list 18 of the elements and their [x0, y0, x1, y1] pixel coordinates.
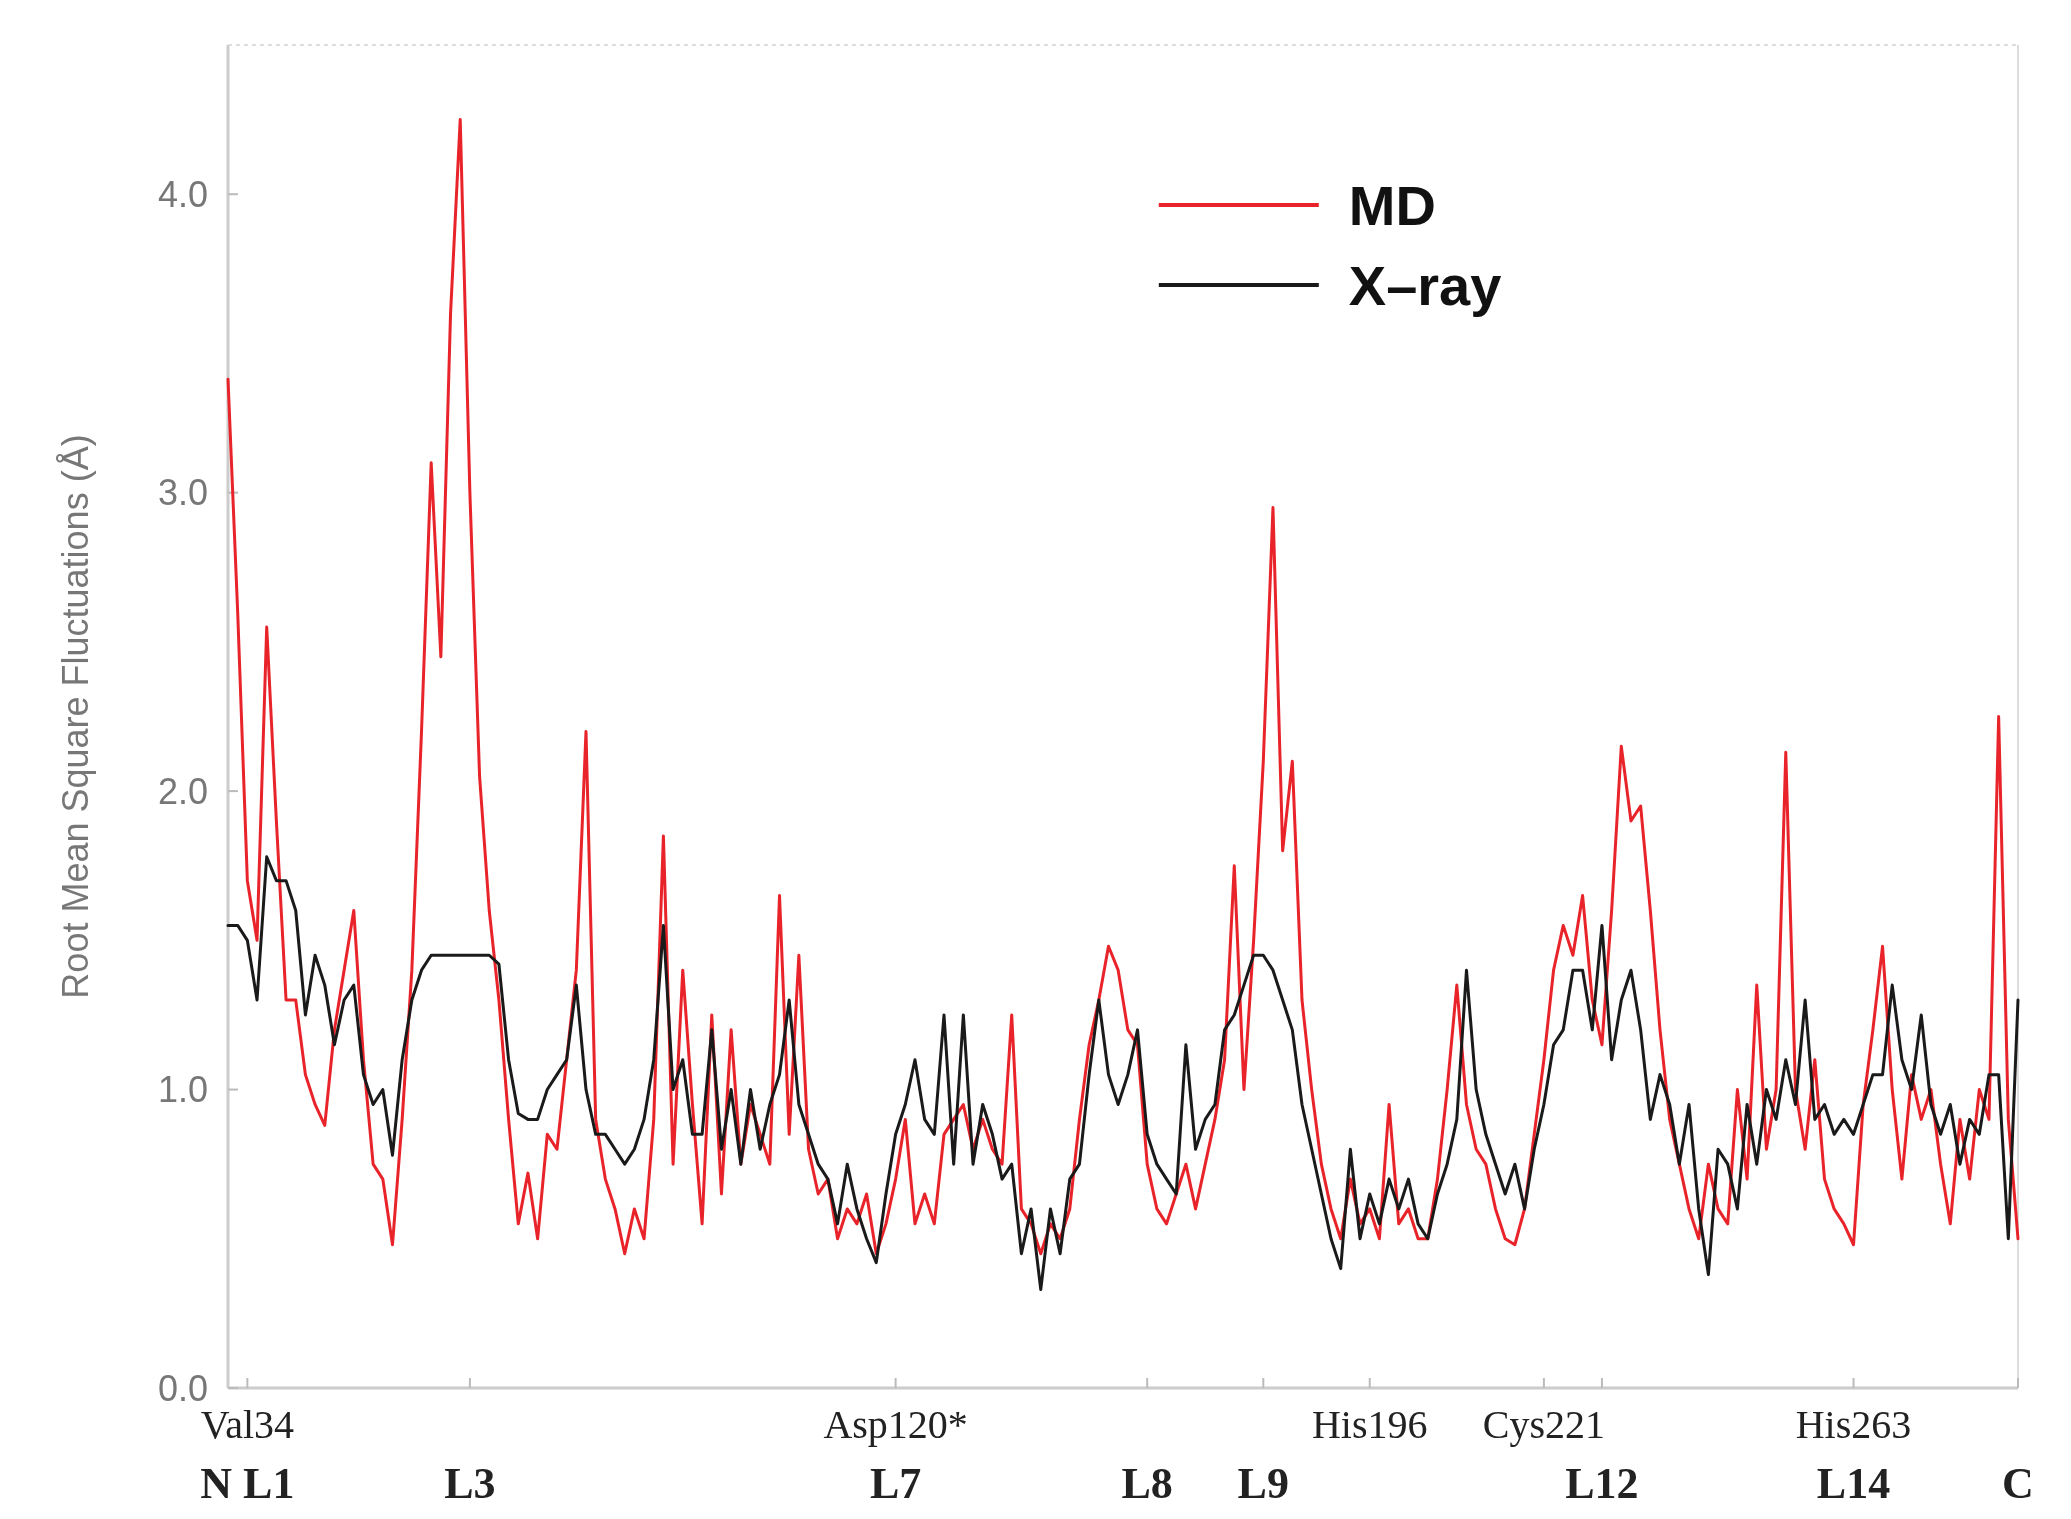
- y-axis-title: Root Mean Square Fluctuations (Å): [55, 434, 96, 999]
- line-series: [226, 855, 2020, 1292]
- y-tick-label: 2.0: [157, 770, 208, 812]
- x-tick-label: L9: [1237, 1459, 1289, 1508]
- legend-label: X–ray: [1348, 253, 1502, 317]
- x-tick-label: L3: [444, 1459, 496, 1508]
- y-tick-label: 3.0: [157, 472, 208, 514]
- x-tick-label: His263 L14: [1795, 1402, 1912, 1508]
- x-tick-label: Cys221: [1482, 1402, 1606, 1447]
- line-series: [226, 118, 2020, 1256]
- x-tick-label: His196: [1311, 1402, 1428, 1447]
- x-tick-label: C: [2002, 1459, 2034, 1508]
- legend-label: MD: [1348, 173, 1436, 237]
- x-tick-label: L12: [1565, 1459, 1639, 1508]
- y-tick-label: 4.0: [157, 173, 208, 215]
- x-tick-label: L8: [1121, 1459, 1173, 1508]
- y-tick-label: 1.0: [157, 1069, 208, 1111]
- x-tick-label: Asp120* L7: [823, 1402, 968, 1508]
